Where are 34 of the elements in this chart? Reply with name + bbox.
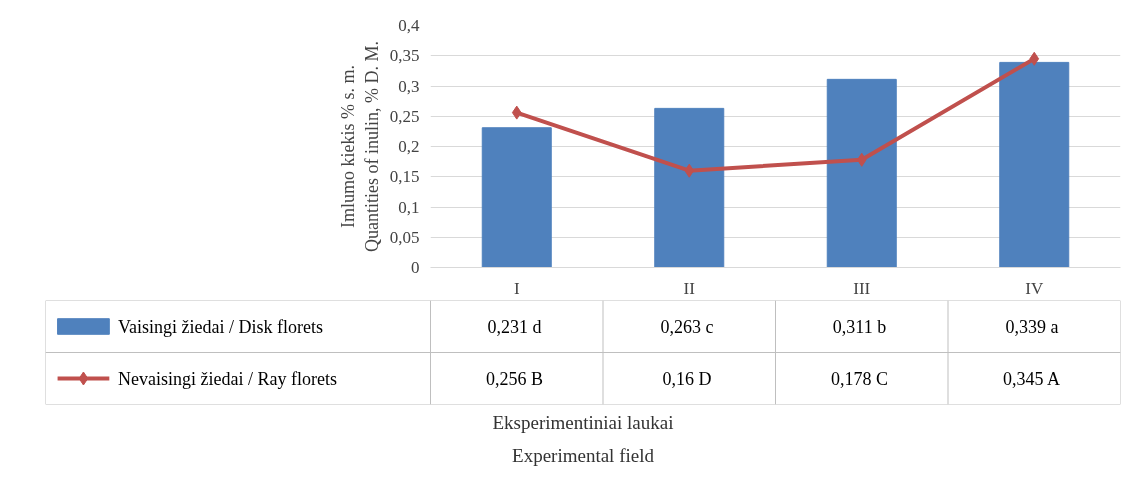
y-axis-title: Imlumo kiekis % s. m. Quantities of inulin, % D. M. — [337, 41, 382, 252]
y-tick-label: 0,15 — [389, 167, 420, 187]
data-label: 0,339 a — [1005, 316, 1059, 337]
data-label: 0,178 C — [831, 368, 889, 389]
y-tick-label: 0,1 — [398, 197, 420, 217]
data-label: 0,345 A — [1003, 368, 1061, 389]
y-tick-label: 0 — [411, 258, 420, 277]
text: Eksperimentiniai laukai — [492, 411, 674, 433]
bar — [654, 107, 725, 268]
legend-label: Vaisingi žiedai / Disk florets — [117, 316, 323, 337]
y-tick-label: 0,2 — [398, 137, 420, 156]
x-tick-label: IV — [1025, 278, 1044, 298]
x-tick-label: III — [853, 278, 871, 298]
point — [1029, 51, 1040, 66]
x-tick-label: II — [683, 278, 696, 298]
data-label: 0,256 B — [486, 368, 544, 389]
bar — [999, 61, 1070, 268]
bar — [826, 78, 897, 268]
data-label: 0,263 c — [660, 316, 714, 337]
y-tick-label: 0,3 — [398, 76, 420, 96]
point — [684, 163, 695, 178]
text: Experimental field — [512, 444, 655, 466]
y-tick-label: 0,35 — [389, 46, 420, 66]
data-label: 0,231 d — [487, 316, 542, 337]
data-label: 0,16 D — [662, 368, 712, 389]
point — [856, 152, 867, 167]
point — [511, 105, 522, 120]
y-tick-label: 0,25 — [389, 106, 420, 126]
bar — [481, 127, 552, 268]
y-tick-label: 0,4 — [398, 16, 420, 35]
legend-label: Nevaisingi žiedai / Ray florets — [117, 368, 337, 389]
data-label: 0,311 b — [832, 316, 887, 337]
x-tick-label: I — [513, 278, 520, 298]
y-tick-label: 0,05 — [389, 227, 420, 247]
